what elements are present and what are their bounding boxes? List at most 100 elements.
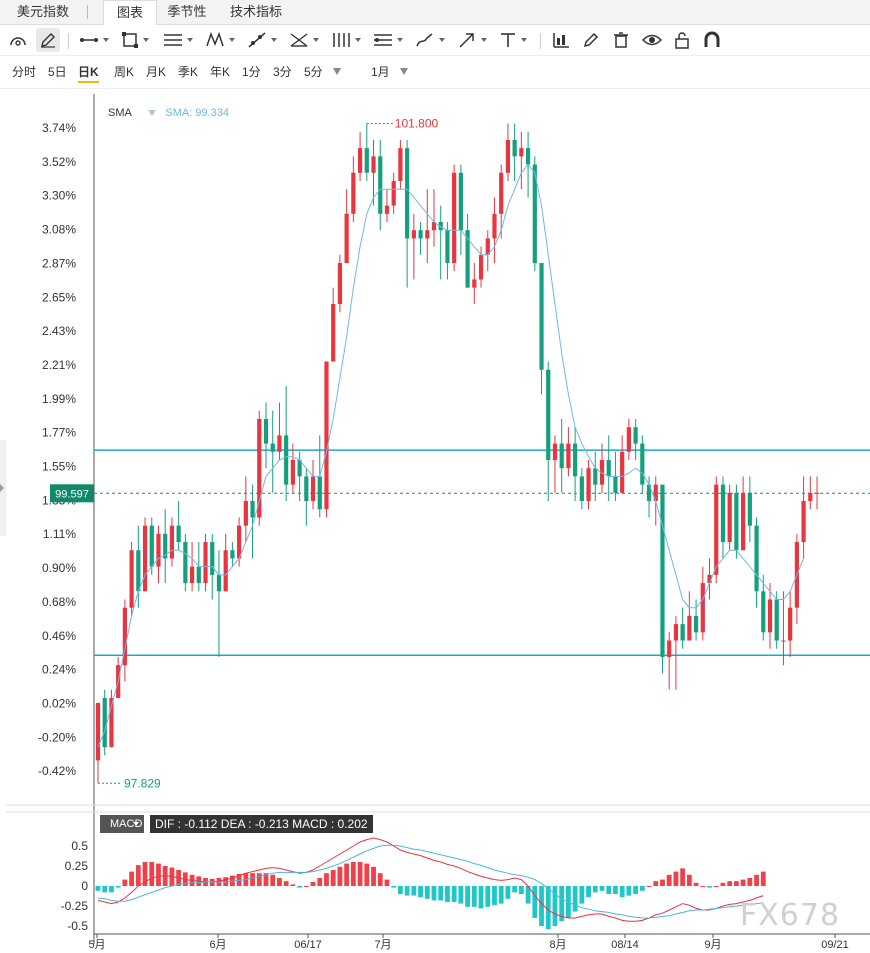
macd-bar [606, 886, 612, 894]
candle-body [122, 607, 127, 666]
candle-body [539, 263, 544, 370]
macd-bar [256, 873, 262, 886]
fib-icon[interactable] [288, 28, 319, 52]
candle-body [237, 525, 242, 559]
magnet-icon[interactable] [702, 28, 722, 52]
channel-icon[interactable] [162, 28, 193, 52]
macd-bar [102, 886, 108, 893]
tab-indicators[interactable]: 技术指标 [229, 4, 282, 19]
segment-icon[interactable] [78, 28, 109, 52]
candle-body [761, 591, 766, 633]
macd-bar [498, 886, 504, 904]
macd-bar [149, 862, 155, 886]
text-icon[interactable] [498, 28, 527, 52]
bars-icon[interactable] [551, 28, 571, 52]
macd-bar [572, 886, 578, 912]
candle-body [741, 492, 746, 551]
candle-body [546, 369, 551, 460]
eye-icon[interactable] [641, 28, 663, 52]
candle-body [478, 254, 484, 280]
macd-select-button[interactable]: MACD [100, 815, 144, 833]
candle-body [660, 484, 665, 657]
candle-body [519, 148, 524, 157]
tab-chart[interactable]: 图表 [103, 0, 157, 25]
macd-bar [324, 873, 329, 886]
period-more-dropdown-icon[interactable] [333, 68, 341, 75]
period-day[interactable]: 日K [78, 63, 99, 83]
lock-icon[interactable] [672, 28, 692, 52]
macd-bar [350, 862, 356, 886]
candle-body [176, 525, 181, 543]
pattern-icon[interactable] [204, 28, 235, 52]
curve-icon[interactable] [8, 28, 28, 52]
candle-body [673, 624, 679, 641]
trash-icon[interactable] [611, 28, 631, 52]
y-tick-label: 2.21% [42, 358, 76, 372]
candle-body [438, 222, 443, 231]
candle-body [304, 476, 309, 502]
macd-bar [680, 868, 686, 886]
candle-body [720, 484, 726, 543]
candle-body [431, 222, 437, 231]
period-year[interactable]: 年K [210, 65, 231, 79]
measure-icon[interactable] [372, 28, 403, 52]
y-tick-label: 0.46% [42, 629, 76, 643]
watermark: FX678 [740, 898, 841, 933]
candle-body [203, 542, 208, 584]
tab-seasonality[interactable]: 季节性 [167, 4, 207, 19]
tab-divider [87, 5, 88, 19]
top-tab-bar: 美元指数 图表 季节性 技术指标 [0, 0, 870, 25]
macd-bar [115, 886, 121, 888]
period-month[interactable]: 月K [146, 65, 167, 79]
y-tick-label: 2.87% [42, 256, 76, 270]
period-3min[interactable]: 3分 [273, 65, 292, 79]
candle-body [109, 697, 114, 748]
macd-bar [599, 886, 605, 891]
candle-body [492, 213, 497, 239]
candle-body [687, 615, 692, 641]
y-tick-label: 1.11% [43, 527, 76, 541]
candle-body [324, 361, 329, 510]
candle-body [573, 443, 578, 477]
brush-icon[interactable] [414, 28, 445, 52]
x-tick-label: 09/21 [821, 939, 849, 951]
candle-body [727, 492, 732, 543]
macd-bar [344, 863, 350, 886]
arrow-icon[interactable] [456, 28, 487, 52]
range-dropdown-icon[interactable] [400, 68, 408, 75]
macd-bar [445, 886, 450, 902]
candle-body [801, 501, 806, 543]
sidebar-collapse-handle[interactable] [0, 440, 6, 536]
x-tick-label: 6月 [209, 939, 226, 951]
macd-tick-label: 0 [81, 879, 88, 893]
period-5min[interactable]: 5分 [304, 65, 323, 79]
candle-body [284, 435, 289, 485]
y-tick-label: 2.65% [42, 290, 76, 304]
candle-body [552, 443, 558, 460]
macd-tick-label: -0.5 [67, 919, 88, 933]
macd-bar [297, 886, 302, 888]
macd-bar [364, 863, 370, 886]
candle-body [633, 427, 638, 444]
gann-icon[interactable] [330, 28, 361, 52]
macd-bar [754, 874, 759, 886]
candle-body [808, 492, 813, 502]
y-tick-label: 1.77% [42, 426, 76, 440]
period-1min[interactable]: 1分 [242, 65, 261, 79]
period-tick[interactable]: 分时 [12, 65, 37, 79]
candle-body [310, 476, 316, 502]
period-week[interactable]: 周K [114, 65, 135, 79]
edit-icon[interactable] [581, 28, 601, 52]
period-5day[interactable]: 5日 [48, 65, 67, 79]
candle-body [223, 550, 228, 592]
sma-dropdown-icon[interactable] [148, 110, 157, 117]
candle-body [149, 525, 154, 567]
period-quarter[interactable]: 季K [178, 65, 199, 79]
range-select[interactable]: 1月 [371, 65, 390, 79]
rect-icon[interactable] [120, 28, 149, 52]
tab-dollar-index[interactable]: 美元指数 [16, 4, 69, 19]
candle-body [250, 501, 255, 518]
candle-body [566, 443, 571, 469]
ray-icon[interactable] [246, 28, 277, 52]
pencil-icon[interactable] [36, 28, 60, 52]
